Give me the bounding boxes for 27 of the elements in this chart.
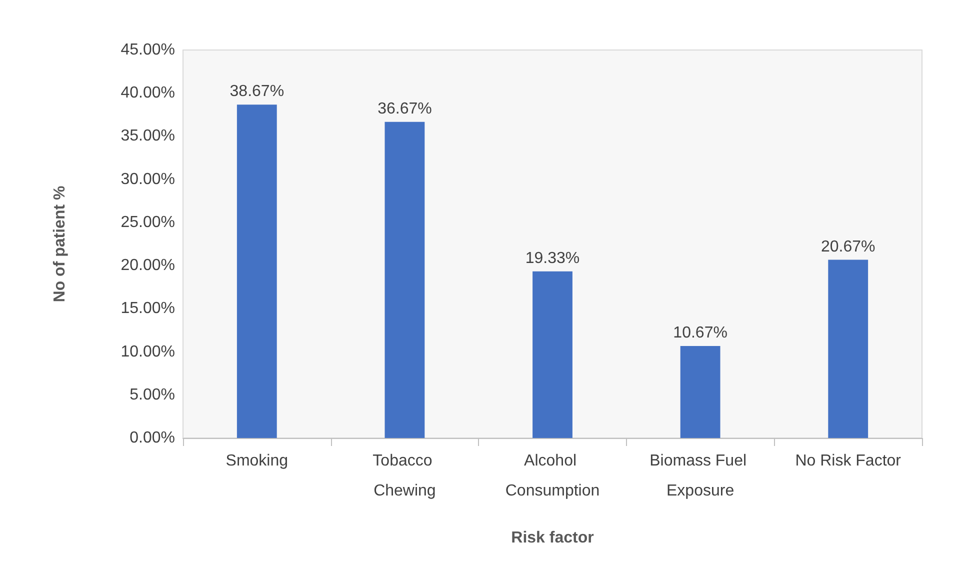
data-label: 10.67% <box>673 324 728 342</box>
data-label: 36.67% <box>378 100 432 118</box>
y-tick-label: 45.00% <box>120 42 175 58</box>
y-tick-label: 25.00% <box>120 214 175 231</box>
y-tick-label: 5.00% <box>130 386 175 404</box>
x-axis-title: Risk factor <box>511 530 594 546</box>
y-axis-title: No of patient % <box>52 186 68 302</box>
y-tick-label: 20.00% <box>120 257 175 274</box>
x-tick-label: No Risk Factor <box>795 452 902 470</box>
x-tick-label: Biomass Fuel Exposure <box>650 452 751 500</box>
data-label: 19.33% <box>525 250 580 267</box>
data-label: 20.67% <box>820 238 876 256</box>
y-tick-label: 10.00% <box>120 343 175 360</box>
y-tick-label: 15.00% <box>120 300 175 318</box>
y-tick-label: 35.00% <box>120 128 175 145</box>
bar <box>532 271 572 438</box>
bar <box>680 346 720 438</box>
x-tick-label: Alcohol Consumption <box>505 452 600 500</box>
y-tick-label: 30.00% <box>120 170 175 188</box>
x-tick-label: Tobacco Chewing <box>372 452 437 500</box>
bar <box>828 260 868 438</box>
data-label: 38.67% <box>230 83 284 100</box>
y-tick-label: 0.00% <box>130 430 175 446</box>
x-tick-label: Smoking <box>226 452 288 470</box>
bar <box>384 122 425 438</box>
y-tick-label: 40.00% <box>120 84 175 102</box>
bar <box>236 104 277 438</box>
